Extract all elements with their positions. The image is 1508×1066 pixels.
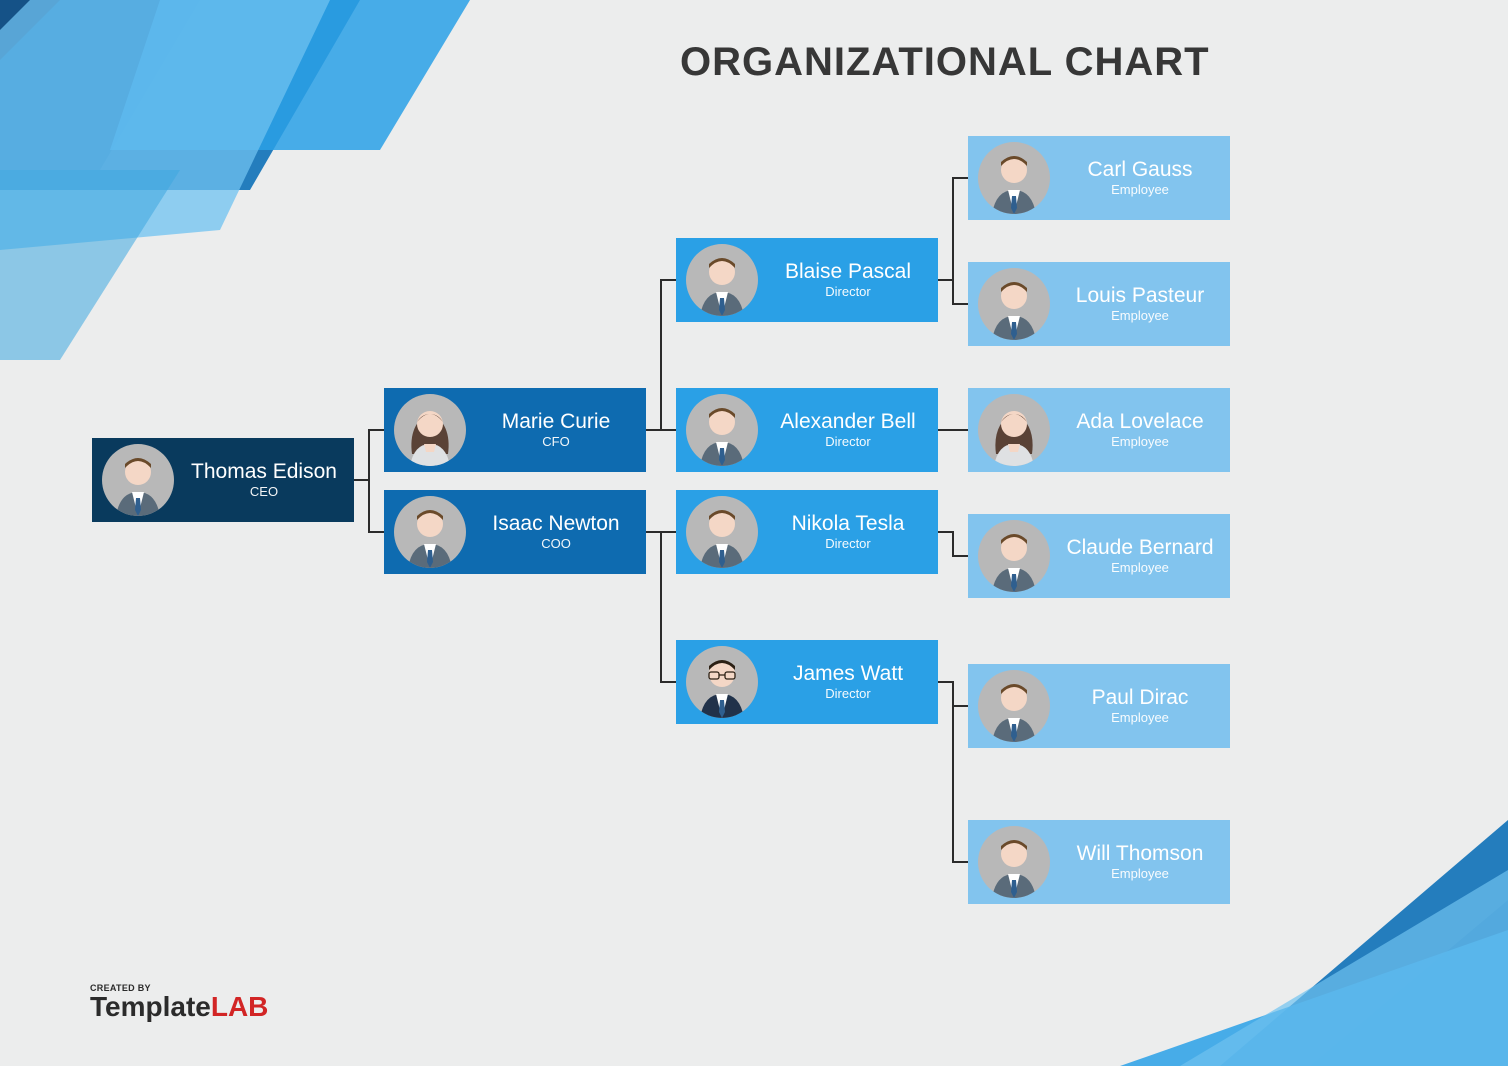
org-node-role: COO	[474, 537, 638, 552]
org-node: Nikola TeslaDirector	[676, 490, 938, 574]
org-node-name: Louis Pasteur	[1058, 284, 1222, 308]
org-node: Carl GaussEmployee	[968, 136, 1230, 220]
org-node: Ada LovelaceEmployee	[968, 388, 1230, 472]
org-node-role: Director	[766, 435, 930, 450]
org-node-role: Employee	[1058, 435, 1222, 450]
avatar-icon	[978, 520, 1050, 592]
org-node-text: James WattDirector	[758, 662, 938, 701]
org-node-role: Director	[766, 687, 930, 702]
org-node-name: Nikola Tesla	[766, 512, 930, 536]
org-node-name: Claude Bernard	[1058, 536, 1222, 560]
footer-brand: TemplateLAB	[90, 993, 268, 1021]
org-node-name: Carl Gauss	[1058, 158, 1222, 182]
org-node-role: Employee	[1058, 867, 1222, 882]
org-node-role: CEO	[182, 485, 346, 500]
org-node-text: Thomas EdisonCEO	[174, 460, 354, 499]
org-node-name: Marie Curie	[474, 410, 638, 434]
page-title: ORGANIZATIONAL CHART	[680, 40, 1210, 85]
avatar-icon	[394, 496, 466, 568]
org-node-name: Isaac Newton	[474, 512, 638, 536]
org-node-text: Paul DiracEmployee	[1050, 686, 1230, 725]
org-node-name: Paul Dirac	[1058, 686, 1222, 710]
avatar-icon	[686, 394, 758, 466]
footer-logo: CREATED BY TemplateLAB	[90, 984, 268, 1021]
org-node-text: Marie CurieCFO	[466, 410, 646, 449]
org-node: Claude BernardEmployee	[968, 514, 1230, 598]
avatar-icon	[686, 496, 758, 568]
org-node-text: Alexander BellDirector	[758, 410, 938, 449]
org-node-name: Will Thomson	[1058, 842, 1222, 866]
org-node-name: Ada Lovelace	[1058, 410, 1222, 434]
org-node-text: Will ThomsonEmployee	[1050, 842, 1230, 881]
avatar-icon	[978, 394, 1050, 466]
org-node-name: Blaise Pascal	[766, 260, 930, 284]
org-node-name: Thomas Edison	[182, 460, 346, 484]
org-node-text: Claude BernardEmployee	[1050, 536, 1230, 575]
avatar-icon	[686, 244, 758, 316]
org-node-role: Employee	[1058, 183, 1222, 198]
org-node-text: Carl GaussEmployee	[1050, 158, 1230, 197]
org-node-text: Ada LovelaceEmployee	[1050, 410, 1230, 449]
org-node: James WattDirector	[676, 640, 938, 724]
avatar-icon	[686, 646, 758, 718]
footer-brand-right: LAB	[211, 991, 269, 1022]
org-node-name: Alexander Bell	[766, 410, 930, 434]
avatar-icon	[978, 142, 1050, 214]
org-node-role: Employee	[1058, 309, 1222, 324]
org-node: Marie CurieCFO	[384, 388, 646, 472]
org-node-name: James Watt	[766, 662, 930, 686]
org-node: Alexander BellDirector	[676, 388, 938, 472]
org-node-text: Isaac NewtonCOO	[466, 512, 646, 551]
org-node: Isaac NewtonCOO	[384, 490, 646, 574]
org-node-text: Blaise PascalDirector	[758, 260, 938, 299]
avatar-icon	[978, 826, 1050, 898]
avatar-icon	[978, 268, 1050, 340]
org-node-role: Employee	[1058, 711, 1222, 726]
avatar-icon	[394, 394, 466, 466]
org-node: Blaise PascalDirector	[676, 238, 938, 322]
org-node-role: Director	[766, 285, 930, 300]
org-node-text: Louis PasteurEmployee	[1050, 284, 1230, 323]
org-node-role: Employee	[1058, 561, 1222, 576]
org-node: Thomas EdisonCEO	[92, 438, 354, 522]
org-node: Paul DiracEmployee	[968, 664, 1230, 748]
footer-brand-left: Template	[90, 991, 211, 1022]
avatar-icon	[102, 444, 174, 516]
org-node-role: Director	[766, 537, 930, 552]
org-chart-page: ORGANIZATIONAL CHART Thomas EdisonCEO Ma…	[0, 0, 1508, 1066]
org-node: Will ThomsonEmployee	[968, 820, 1230, 904]
avatar-icon	[978, 670, 1050, 742]
decor-top-left	[0, 0, 520, 380]
org-node-role: CFO	[474, 435, 638, 450]
org-node-text: Nikola TeslaDirector	[758, 512, 938, 551]
org-node: Louis PasteurEmployee	[968, 262, 1230, 346]
